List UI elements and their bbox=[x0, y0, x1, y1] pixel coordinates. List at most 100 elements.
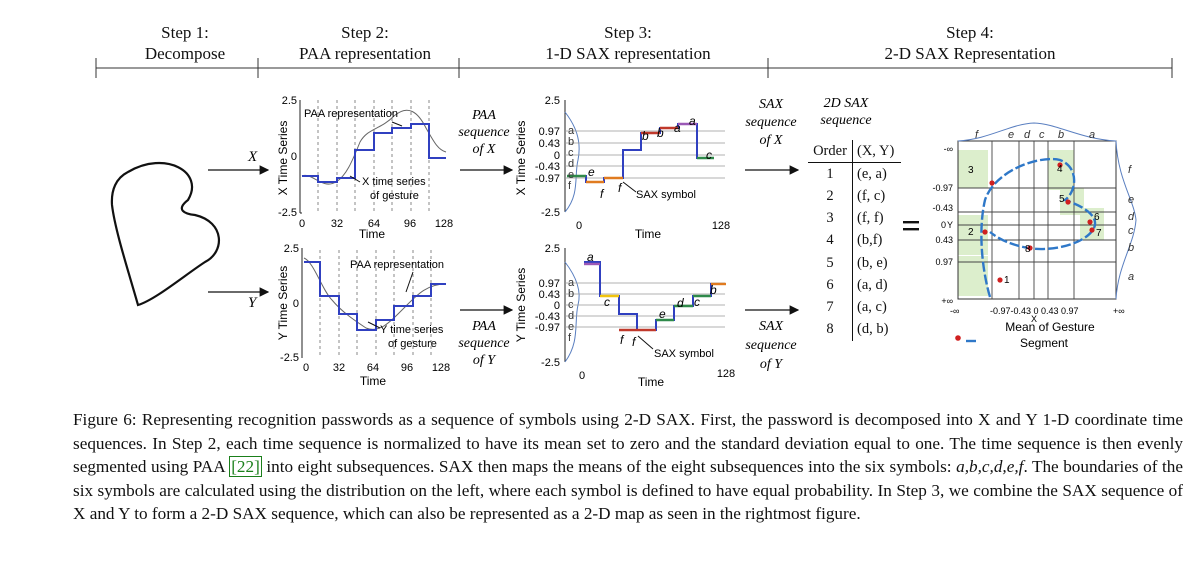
map-point-label: 4 bbox=[1057, 164, 1063, 175]
sax-y-ylabel: Y Time Series bbox=[514, 268, 528, 342]
map-point-label: 8 bbox=[1025, 244, 1031, 255]
sax-y-xtick: 0 bbox=[579, 370, 585, 382]
table-title: 2D SAX bbox=[824, 96, 869, 111]
paa-x-chart: 2.5 0 -2.5 0 32 64 96 128 Time X Time Se… bbox=[276, 95, 453, 241]
sax-x-symbol: a bbox=[689, 114, 696, 128]
map-top-letter: f bbox=[975, 129, 979, 141]
sax-y-ytick: 0 bbox=[554, 300, 560, 312]
sax-x-dist-letter: b bbox=[568, 136, 574, 148]
paa-y-xlabel: Time bbox=[360, 374, 387, 388]
table-row: 6 (a, d) bbox=[808, 274, 901, 297]
svg-text:sequence: sequence bbox=[745, 115, 796, 130]
sax-x-symbol: f bbox=[618, 181, 623, 195]
figure-graphic: X Y 2.5 0 -2.5 0 32 64 96 128 Time X Tim… bbox=[95, 58, 1173, 389]
sax-x-xlabel: Time bbox=[635, 227, 662, 241]
table-row: 3 (f, f) bbox=[808, 207, 901, 230]
map-right-letter: a bbox=[1128, 271, 1134, 283]
table-header-order: Order bbox=[808, 140, 853, 164]
sax-x-xtick: 0 bbox=[576, 220, 582, 232]
svg-text:of X: of X bbox=[760, 133, 783, 148]
paa-x-ytick: -2.5 bbox=[278, 207, 297, 219]
sax-y-symbol: d bbox=[677, 296, 684, 310]
sax-y-dist-letter: e bbox=[568, 321, 574, 333]
svg-text:of X: of X bbox=[473, 142, 496, 157]
paa-y-ytick: 0 bbox=[293, 298, 299, 310]
gesture-b-drawing bbox=[110, 162, 220, 307]
paa-y-xtick: 128 bbox=[432, 362, 450, 374]
sax-y-arrow-label: SAX sequence of Y bbox=[745, 305, 800, 372]
svg-text:PAA: PAA bbox=[471, 108, 496, 123]
sax-y-symbol: a bbox=[587, 250, 594, 264]
paa-y-chart: 2.5 0 -2.5 0 32 64 96 128 Time Y Time Se… bbox=[276, 243, 450, 388]
sax-x-dist-letter: f bbox=[568, 180, 572, 192]
map-right-letter: b bbox=[1128, 242, 1134, 254]
step-2-header: Step 2: PAA representation bbox=[298, 23, 432, 63]
map-right-letter: d bbox=[1128, 211, 1135, 223]
table-row: 5 (b, e) bbox=[808, 251, 901, 275]
paa-y-ytick: 2.5 bbox=[284, 243, 299, 255]
map-point-label: 2 bbox=[968, 227, 974, 238]
paa-y-series-annotation: of gesture bbox=[388, 338, 437, 350]
paa-x-annotation: PAA representation bbox=[304, 108, 398, 120]
equals-sign bbox=[903, 221, 919, 231]
table-header-pair: (X, Y) bbox=[852, 140, 901, 164]
sax-x-ytick: -2.5 bbox=[541, 207, 560, 219]
svg-text:of Y: of Y bbox=[473, 353, 497, 368]
map-bottom-tick: -∞ bbox=[950, 306, 959, 316]
paa-x-ytick: 2.5 bbox=[282, 95, 297, 107]
sax-y-dist-letter: c bbox=[568, 299, 574, 311]
map-left-tick: +∞ bbox=[941, 296, 953, 306]
sax-y-symbol: b bbox=[710, 283, 717, 297]
x-series-label: X bbox=[247, 149, 258, 165]
table-row: 7 (a, c) bbox=[808, 296, 901, 319]
map-legend-label: Mean of Gesture bbox=[1005, 320, 1095, 334]
sax-y-xtick: 128 bbox=[717, 368, 735, 380]
paa-x-xtick: 64 bbox=[368, 218, 380, 230]
paa-y-xtick: 64 bbox=[367, 362, 379, 374]
map-top-letter: b bbox=[1058, 129, 1064, 141]
sax-y-dist-letter: d bbox=[568, 310, 574, 322]
map-bottom-tick: -0.97-0.43 0 0.43 0.97 bbox=[990, 306, 1079, 316]
step-1-header: Step 1: Decompose bbox=[144, 23, 226, 63]
sax-x-arrow-label: SAX sequence of X bbox=[745, 97, 800, 175]
sax-y-ytick: 0.97 bbox=[539, 278, 560, 290]
map-right-letter: f bbox=[1128, 164, 1132, 176]
sax-y-ytick: 2.5 bbox=[545, 243, 560, 255]
map-left-tick: -0.43 bbox=[932, 203, 953, 213]
sax-y-symbol: f bbox=[620, 333, 625, 347]
sax-y-xlabel: Time bbox=[638, 375, 665, 389]
sax-x-symbol: b bbox=[657, 126, 664, 140]
map-legend-label: Segment bbox=[1020, 336, 1069, 350]
sax-x-ytick: 0.43 bbox=[539, 138, 560, 150]
paa-y-arrow-label: PAA sequence of Y bbox=[458, 305, 514, 368]
citation-link[interactable]: [22] bbox=[229, 456, 262, 478]
paa-y-ylabel: Y Time Series bbox=[276, 266, 290, 340]
svg-text:SAX: SAX bbox=[759, 319, 784, 334]
symbol-list: a,b,c,d,e,f bbox=[956, 457, 1024, 477]
map-top-letter: e bbox=[1008, 129, 1014, 141]
map-point-label: 7 bbox=[1096, 228, 1102, 239]
map-point-label: 3 bbox=[968, 165, 974, 176]
map-right-letter: e bbox=[1128, 194, 1134, 206]
y-series-label: Y bbox=[248, 295, 258, 311]
paa-x-xtick: 128 bbox=[435, 218, 453, 230]
svg-text:sequence: sequence bbox=[745, 338, 796, 353]
paa-y-ytick: -2.5 bbox=[280, 352, 299, 364]
sax-y-symbol: e bbox=[659, 307, 666, 321]
table-row: 8 (d, b) bbox=[808, 318, 901, 341]
paa-y-series-annotation: Y time series bbox=[380, 324, 444, 336]
svg-text:SAX: SAX bbox=[759, 97, 784, 112]
table-row: 4 (b,f) bbox=[808, 229, 901, 252]
map-left-tick: 0 bbox=[941, 220, 946, 230]
sax-2d-map: 1 2 3 4 5 6 7 8 f e d c b a f e d c b a bbox=[932, 122, 1137, 350]
paa-x-ytick: 0 bbox=[291, 151, 297, 163]
sax-y-chart: 2.5 0.97 0.43 0 -0.43 -0.97 -2.5 a b c d… bbox=[514, 243, 735, 389]
sax-y-ytick: -0.43 bbox=[535, 311, 560, 323]
map-left-tick: -0.97 bbox=[932, 183, 953, 193]
sax-x-dist-letter: e bbox=[568, 169, 574, 181]
sax-x-chart: 2.5 0.97 0.43 0 -0.43 -0.97 -2.5 a b c d… bbox=[514, 95, 730, 241]
figure-caption: Figure 6: Representing recognition passw… bbox=[73, 410, 1184, 524]
map-top-letter: d bbox=[1024, 129, 1031, 141]
map-point-label: 1 bbox=[1004, 275, 1010, 286]
paa-x-xtick: 32 bbox=[331, 218, 343, 230]
